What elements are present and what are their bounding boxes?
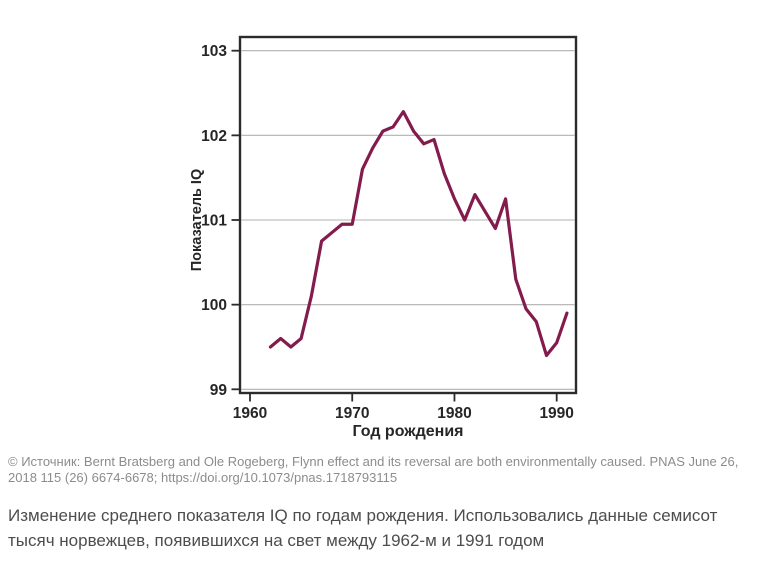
x-tick-label-1990: 1990 [539,405,573,422]
y-tick-label-101: 101 [201,213,227,230]
iq-line [268,110,569,358]
x-axis-ticks [249,394,558,402]
y-tick-label-102: 102 [201,128,227,145]
y-axis-tick-labels: 99 100 101 102 103 [201,43,227,399]
x-tick-label-1980: 1980 [437,405,471,422]
source-text: © Источник: Bernt Bratsberg and Ole Roge… [8,454,739,485]
caption-text: Изменение среднего показателя IQ по года… [8,506,718,550]
y-tick-label-103: 103 [201,43,227,60]
series-group [268,110,569,358]
y-tick-label-100: 100 [201,297,227,314]
x-tick-label-1970: 1970 [335,405,369,422]
y-axis-ticks [231,49,240,391]
x-axis-title: Год рождения [352,423,463,440]
y-axis-title: Показатель IQ [189,169,205,271]
plot-frame [238,35,578,395]
x-tick-label-1960: 1960 [233,405,267,422]
gridlines [241,50,575,390]
y-tick-label-99: 99 [210,382,228,399]
iq-chart: 99 100 101 102 103 1960 1970 1980 1990 Показате… [189,35,578,440]
x-axis-tick-labels: 1960 1970 1980 1990 [233,405,574,422]
